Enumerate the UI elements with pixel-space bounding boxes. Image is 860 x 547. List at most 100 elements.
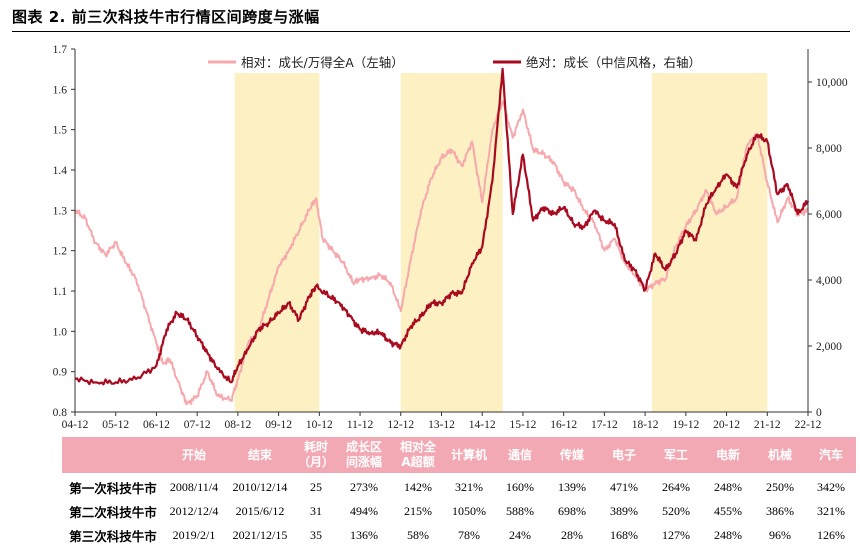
series-lines (74, 67, 810, 406)
table-cell: 96% (769, 527, 791, 542)
table-cell: 127% (662, 527, 690, 542)
x-tick-label: 05-12 (102, 419, 129, 431)
table-cell: 250% (754, 473, 806, 499)
y-right-tick-label: 2,000 (816, 341, 842, 353)
table-cell: 248% (702, 473, 754, 499)
table-cell: 248% (714, 527, 742, 542)
table-row: 第一次科技牛市 2008/11/4 2010/12/14 25 273% 142% 321%… (62, 473, 856, 499)
x-tick-label: 19-12 (672, 419, 699, 431)
table-header-cell: 电子 (598, 437, 650, 475)
table-cell: 28% (561, 527, 583, 542)
table-cell: 321% (817, 503, 845, 518)
table-header-cell: 通信 (494, 437, 546, 475)
header-line: 间涨幅 (345, 455, 382, 469)
table-cell: 2021/12/15 (232, 527, 288, 542)
table-cell: 126% (817, 527, 845, 542)
series-line-2 (74, 67, 810, 386)
table-header-row: 开始 结束 耗时 （月） 成长区 间涨幅 相对全 A超额 计算机 通信 传媒 电子 军工 电新 机械 汽车 (62, 437, 856, 475)
table-cell: 1050% (452, 503, 486, 518)
legend-label-1: 相对：成长/万得全A（左轴） (241, 55, 404, 70)
table-row: 第三次科技牛市 2019/2/1 2021/12/15 35 136% 58% 78% 24%… (62, 523, 856, 547)
table-header-cell: 耗时 （月） (296, 437, 336, 475)
table-cell: 264% (650, 473, 702, 499)
shaded-periods (234, 73, 768, 412)
table-cell: 494% (350, 503, 378, 518)
legend: 相对：成长/万得全A（左轴） 绝对：成长（中信风格，右轴） (208, 55, 701, 70)
x-tick-label: 09-12 (265, 419, 292, 431)
table-cell: 139% (546, 473, 598, 499)
series-line-1 (74, 100, 809, 406)
table-header-cell: 电新 (702, 437, 754, 475)
x-tick-label: 12-12 (387, 419, 414, 431)
header-line: 成长区 (345, 440, 382, 454)
x-tick-label: 11-12 (347, 419, 374, 431)
y-left-tick-label: 0.9 (53, 367, 68, 379)
y-left-tick-label: 1.7 (53, 44, 68, 56)
table-cell: 455% (714, 503, 742, 518)
table-cell: 215% (404, 503, 432, 518)
table-cell: 698% (558, 503, 586, 518)
y-left-tick-label: 1.0 (53, 326, 68, 338)
table-cell: 321% (444, 473, 494, 499)
header-line: （月） (297, 455, 334, 469)
table-cell: 31 (310, 503, 322, 518)
x-tick-label: 08-12 (224, 419, 251, 431)
table-cell: 136% (350, 527, 378, 542)
table-cell: 160% (494, 473, 546, 499)
table-cell: 520% (662, 503, 690, 518)
table-cell: 142% (392, 473, 444, 499)
x-tick-label: 16-12 (550, 419, 577, 431)
table-cell: 58% (407, 527, 429, 542)
stats-table: 开始 结束 耗时 （月） 成长区 间涨幅 相对全 A超额 计算机 通信 传媒 电子 军工 电新 机械 汽车 第… (62, 437, 856, 547)
y-left-tick-label: 1.2 (53, 246, 68, 258)
x-tick-label: 13-12 (428, 419, 455, 431)
table-header-cell: 机械 (754, 437, 806, 475)
legend-label-2: 绝对：成长（中信风格，右轴） (526, 55, 701, 70)
table-cell: 168% (610, 527, 638, 542)
header-line: 相对全 (399, 440, 436, 454)
table-header-cell: 相对全 A超额 (392, 437, 444, 475)
y-right-tick-label: 0 (816, 407, 822, 419)
table-header-cell: 传媒 (546, 437, 598, 475)
x-tick-label: 21-12 (754, 419, 781, 431)
y-right-tick-label: 4,000 (816, 275, 842, 287)
x-tick-label: 15-12 (510, 419, 537, 431)
header-line: A超额 (401, 455, 435, 469)
row-name-cell: 第三次科技牛市 (69, 528, 157, 544)
y-left-tick-label: 0.8 (53, 407, 68, 419)
table-cell: 386% (766, 503, 794, 518)
y-left-tick-label: 1.6 (53, 84, 68, 96)
table-cell: 2019/2/1 (172, 527, 216, 542)
table-header-cell (62, 437, 164, 475)
table-cell: 389% (610, 503, 638, 518)
table-cell: 2008/11/4 (164, 473, 224, 499)
y-left-tick-label: 1.3 (53, 205, 68, 217)
shaded-period-2 (400, 73, 503, 412)
table-header-cell: 成长区 间涨幅 (336, 437, 392, 475)
table-cell: 2010/12/14 (224, 473, 296, 499)
table-cell: 35 (310, 527, 322, 542)
x-tick-label: 17-12 (591, 419, 618, 431)
x-tick-label: 10-12 (306, 419, 333, 431)
table-cell: 25 (296, 473, 336, 499)
y-left-tick-label: 1.5 (53, 125, 68, 137)
row-name-cell: 第二次科技牛市 (69, 504, 157, 520)
table-cell: 588% (506, 503, 534, 518)
y-left-tick-label: 1.1 (53, 286, 68, 298)
header-line: 耗时 (303, 440, 328, 454)
table-header-cell: 开始 (164, 437, 224, 475)
table-header-cell: 计算机 (444, 437, 494, 475)
x-tick-label: 06-12 (143, 419, 170, 431)
x-tick-label: 20-12 (713, 419, 740, 431)
table-row: 第二次科技牛市 2012/12/4 2015/6/12 31 494% 215% 1050%… (62, 499, 856, 523)
table-cell: 24% (509, 527, 531, 542)
table-cell: 2012/12/4 (169, 503, 219, 518)
x-tick-label: 04-12 (62, 419, 89, 431)
chart: 0.8 0.9 1.0 1.1 1.2 1.3 1.4 1.5 1.6 1.7 0 2,000 4,00… (53, 44, 848, 431)
axes: 0.8 0.9 1.0 1.1 1.2 1.3 1.4 1.5 1.6 1.7 0 2,000 4,00… (53, 44, 848, 431)
table-cell: 471% (598, 473, 650, 499)
x-tick-label: 18-12 (632, 419, 659, 431)
shaded-period-3 (651, 73, 768, 412)
y-right-tick-label: 8,000 (816, 143, 842, 155)
x-tick-label: 14-12 (469, 419, 496, 431)
